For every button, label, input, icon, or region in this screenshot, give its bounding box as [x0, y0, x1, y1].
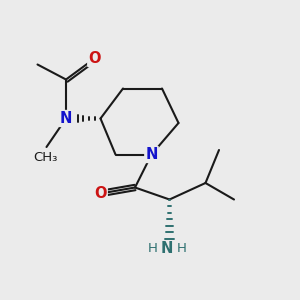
Text: N: N	[160, 241, 173, 256]
Text: O: O	[88, 51, 101, 66]
Text: H: H	[148, 242, 158, 255]
Text: N: N	[60, 111, 72, 126]
Text: H: H	[177, 242, 186, 255]
Text: N: N	[145, 147, 158, 162]
Text: O: O	[94, 186, 107, 201]
Text: CH₃: CH₃	[33, 151, 57, 164]
